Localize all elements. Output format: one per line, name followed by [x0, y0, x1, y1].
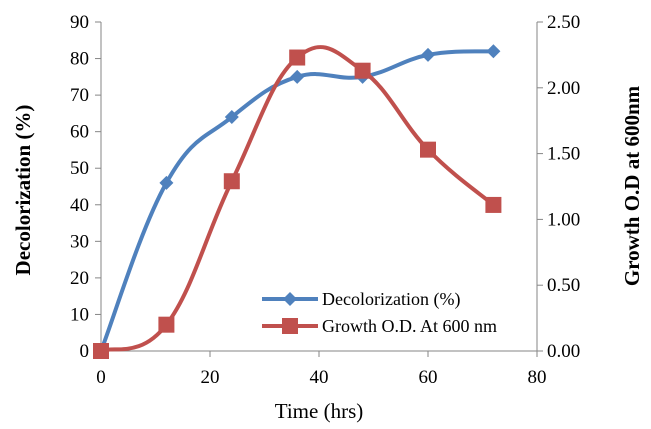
y-tick-label: 40 — [70, 195, 89, 216]
y-axis-title: Decolorization (%) — [11, 105, 35, 276]
data-point-decolorization — [224, 110, 239, 125]
y-tick-label: 70 — [70, 85, 89, 106]
x-tick-label: 0 — [96, 367, 106, 388]
legend-marker-growth-od — [282, 318, 298, 334]
data-point-growth-od — [485, 196, 502, 213]
x-tick-label: 40 — [310, 367, 329, 388]
data-point-growth-od — [354, 62, 371, 79]
legend-marker-decolorization — [283, 292, 297, 306]
y2-tick-label: 0.50 — [547, 275, 580, 296]
data-point-decolorization — [290, 69, 305, 84]
data-point-decolorization — [421, 47, 435, 62]
y2-axis-title: Growth O.D at 600nm — [620, 85, 644, 286]
legend-label-growth-od: Growth O.D. At 600 nm — [322, 316, 497, 336]
data-point-growth-od — [158, 316, 175, 333]
legend-label-decolorization: Decolorization (%) — [322, 289, 460, 310]
x-tick-label: 80 — [528, 367, 547, 388]
y-tick-label: 20 — [70, 268, 89, 289]
y-tick-label: 90 — [70, 12, 89, 33]
data-point-growth-od — [289, 49, 306, 66]
x-tick-label: 60 — [419, 367, 438, 388]
y2-tick-label: 0.00 — [547, 341, 580, 362]
data-point-decolorization — [159, 175, 174, 190]
legend: Decolorization (%) Growth O.D. At 600 nm — [262, 289, 497, 336]
y-tick-label: 10 — [70, 304, 89, 325]
y2-tick-label: 1.00 — [547, 209, 580, 230]
data-point-growth-od — [420, 141, 436, 158]
y2-tick-label: 1.50 — [547, 144, 580, 165]
y-tick-label: 0 — [80, 341, 90, 362]
data-point-decolorization — [486, 44, 501, 59]
series-layer — [93, 44, 502, 359]
data-point-growth-od — [223, 173, 240, 190]
data-point-growth-od — [93, 343, 109, 359]
x-tick-label: 20 — [201, 367, 220, 388]
y2-tick-label: 2.50 — [547, 12, 580, 33]
y-tick-label: 30 — [70, 231, 89, 252]
y-tick-label: 50 — [70, 158, 89, 179]
y-tick-label: 80 — [70, 49, 89, 70]
y-tick-label: 60 — [70, 122, 89, 143]
axes-layer: 0 10 20 30 40 50 60 70 80 90 0.00 0.50 1.00 1.50 2.00 2… — [70, 12, 580, 388]
y2-tick-label: 2.00 — [547, 78, 580, 99]
x-axis-title: Time (hrs) — [275, 399, 363, 423]
